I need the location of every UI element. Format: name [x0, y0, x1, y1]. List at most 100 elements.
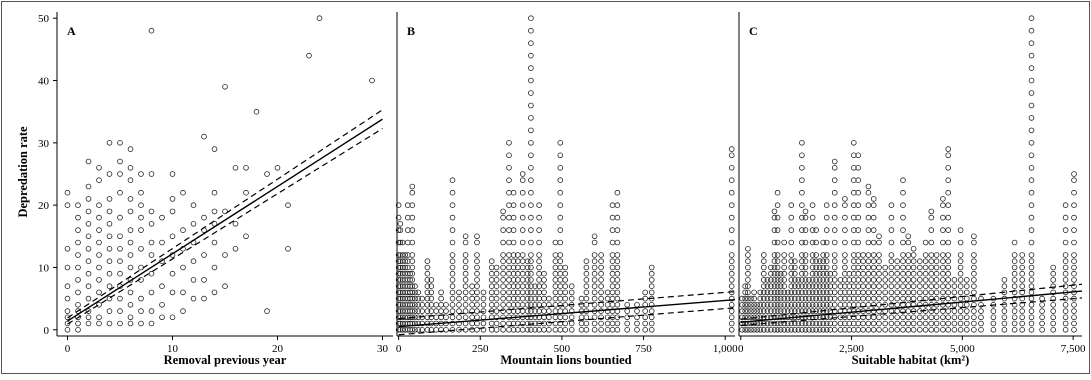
data-point: [774, 214, 781, 221]
data-point: [971, 314, 977, 321]
data-point: [528, 90, 534, 96]
data-point: [1050, 301, 1056, 308]
data-point: [506, 289, 512, 296]
data-point: [75, 239, 81, 246]
data-point: [900, 214, 906, 221]
data-point: [813, 320, 819, 327]
data-point: [760, 326, 767, 333]
data-point: [412, 301, 418, 308]
data-point: [138, 202, 144, 209]
data-point: [96, 277, 102, 283]
data-point: [506, 227, 512, 233]
data-point: [480, 301, 487, 308]
data-point: [774, 320, 781, 327]
data-point: [285, 202, 291, 209]
data-point: [1062, 252, 1069, 258]
data-point: [751, 308, 757, 314]
x-tick-label: 2,500: [839, 343, 864, 355]
data-point: [945, 189, 951, 196]
x-tick-label: 5,000: [950, 343, 975, 355]
data-point: [211, 239, 218, 246]
data-point: [928, 326, 935, 333]
data-point: [369, 77, 375, 84]
data-point: [957, 270, 964, 277]
data-point: [764, 308, 771, 314]
data-point: [876, 252, 882, 258]
data-point: [64, 246, 71, 252]
data-point: [1050, 314, 1056, 321]
data-point: [751, 301, 757, 308]
data-point: [557, 258, 564, 265]
data-point: [117, 270, 123, 277]
data-point: [148, 221, 155, 227]
data-point: [777, 270, 784, 277]
data-point: [905, 258, 912, 265]
data-point: [764, 289, 771, 296]
data-point: [591, 289, 598, 296]
data-point: [809, 326, 816, 333]
data-point: [842, 239, 848, 246]
data-point: [876, 258, 882, 265]
data-point: [190, 202, 197, 209]
data-point: [745, 289, 751, 296]
data-point: [1028, 102, 1035, 109]
data-point: [180, 289, 186, 296]
data-point: [922, 239, 929, 246]
data-point: [928, 295, 935, 302]
data-point: [945, 146, 951, 152]
data-point: [562, 295, 568, 302]
data-point: [823, 326, 830, 333]
data-point: [831, 165, 838, 171]
data-point: [541, 295, 547, 302]
data-point: [855, 152, 861, 159]
data-point: [85, 208, 92, 215]
ci-upper-line: [740, 283, 1083, 320]
data-point: [888, 320, 895, 327]
data-point: [169, 314, 176, 321]
data-point: [648, 308, 655, 314]
data-point: [604, 320, 611, 327]
data-point: [751, 326, 757, 333]
data-point: [1050, 289, 1056, 296]
data-point: [180, 227, 186, 233]
data-point: [528, 77, 534, 84]
data-point: [910, 283, 917, 290]
data-point: [449, 308, 456, 314]
data-point: [519, 270, 526, 277]
data-point: [870, 264, 877, 271]
data-point: [820, 239, 826, 246]
data-point: [201, 277, 207, 283]
x-tick-label: 10: [167, 343, 179, 355]
data-point: [598, 283, 604, 290]
data-point: [1028, 140, 1035, 146]
data-point: [876, 314, 882, 321]
data-point: [945, 277, 951, 283]
data-point: [978, 308, 984, 314]
data-point: [598, 289, 604, 296]
data-point: [823, 320, 830, 327]
data-point: [500, 208, 506, 215]
data-point: [1028, 258, 1035, 265]
data-point: [500, 252, 506, 258]
data-point: [771, 320, 778, 327]
data-point: [774, 252, 781, 258]
data-point: [500, 320, 506, 327]
data-point: [916, 326, 923, 333]
data-point: [474, 295, 480, 302]
data-point: [802, 252, 809, 258]
data-point: [774, 264, 781, 271]
data-point: [1019, 264, 1025, 271]
data-point: [1071, 320, 1077, 327]
data-point: [648, 270, 655, 277]
x-axis-title: Mountain lions bountied: [500, 353, 631, 367]
data-point: [799, 283, 805, 290]
data-point: [519, 289, 526, 296]
data-point: [1011, 258, 1018, 265]
data-point: [748, 295, 754, 302]
data-point: [728, 314, 735, 321]
data-point: [876, 239, 882, 246]
data-point: [900, 295, 906, 302]
data-point: [500, 214, 506, 221]
data-point: [802, 264, 809, 271]
data-point: [900, 227, 906, 233]
